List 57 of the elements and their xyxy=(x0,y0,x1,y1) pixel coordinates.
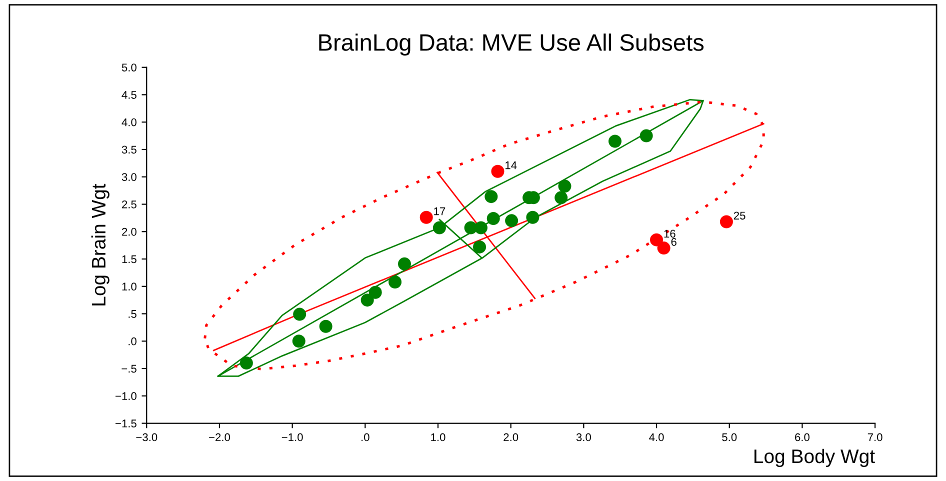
point xyxy=(657,242,670,255)
point xyxy=(558,180,572,193)
y-tick-label: .5 xyxy=(128,310,136,318)
y-tick-label: 4.0 xyxy=(122,118,136,126)
point xyxy=(388,275,402,289)
x-tick-label: 7.0 xyxy=(868,433,882,442)
x-tick-label: 2.0 xyxy=(504,433,518,442)
point xyxy=(640,129,653,142)
annotation: 14 xyxy=(506,161,517,170)
annotation: 16 xyxy=(664,230,676,238)
y-tick-label: 4.5 xyxy=(122,91,136,99)
point xyxy=(526,210,540,224)
y-tick-label: 2.5 xyxy=(122,200,136,208)
point xyxy=(293,308,306,321)
point xyxy=(240,356,253,370)
x-tick-label: 3.0 xyxy=(576,433,591,442)
y-tick-label: 1.5 xyxy=(122,255,136,264)
point xyxy=(368,286,382,299)
y-tick-label: 1.0 xyxy=(122,282,136,291)
y-axis-title: Log Brain Wgt xyxy=(91,184,110,306)
y-tick-label: 3.0 xyxy=(122,173,136,181)
y-tick-label: −1.0 xyxy=(116,392,136,400)
y-tick-label: 2.0 xyxy=(122,228,136,236)
point xyxy=(650,233,664,246)
point xyxy=(473,240,486,254)
annotation: 6 xyxy=(671,238,676,246)
point xyxy=(505,214,518,228)
x-tick-label: −1.0 xyxy=(282,433,303,442)
point xyxy=(554,191,568,204)
x-tick-label: 4.0 xyxy=(649,433,664,442)
point xyxy=(420,210,433,224)
x-axis-title: Log Body Wgt xyxy=(754,448,875,468)
point xyxy=(486,212,500,225)
annotation: 25 xyxy=(734,212,746,220)
x-tick-label: 6.0 xyxy=(795,433,810,442)
point xyxy=(474,221,488,234)
point xyxy=(720,215,733,228)
x-tick-label: 5.0 xyxy=(722,433,737,442)
point xyxy=(292,334,306,348)
x-tick-label: −2.0 xyxy=(209,433,230,442)
x-tick-label: 1.0 xyxy=(431,433,446,442)
point xyxy=(398,257,411,270)
point xyxy=(608,134,622,148)
point xyxy=(360,294,374,307)
x-tick-label: .0 xyxy=(362,433,370,442)
chart-title: BrainLog Data: MVE Use All Subsets xyxy=(319,34,704,56)
y-tick-label: 3.5 xyxy=(122,146,136,154)
y-tick-label: .0 xyxy=(128,337,136,346)
point xyxy=(432,221,446,234)
annotation: 17 xyxy=(434,207,446,216)
y-tick-label: −.5 xyxy=(122,364,136,373)
x-tick-label: −3.0 xyxy=(136,433,158,442)
point xyxy=(484,190,498,204)
point xyxy=(319,320,332,333)
point xyxy=(491,164,504,178)
y-tick-label: −1.5 xyxy=(116,420,136,428)
y-tick-label: 5.0 xyxy=(122,64,136,72)
